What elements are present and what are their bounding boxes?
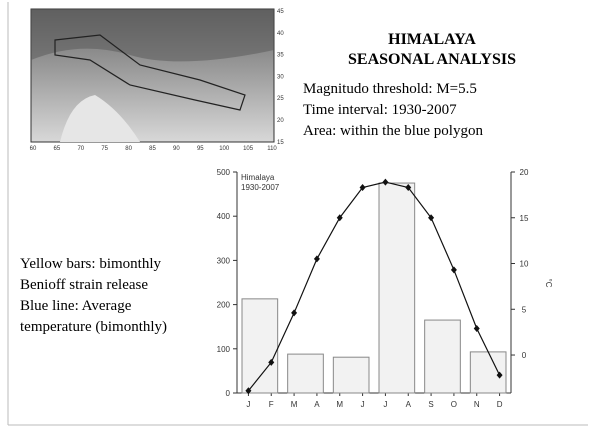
x-tick-label: F — [269, 400, 274, 409]
map-y-label: 25 — [277, 96, 284, 102]
map-x-label: 60 — [30, 146, 37, 152]
x-tick-label: J — [246, 400, 250, 409]
map-x-label: 70 — [77, 146, 84, 152]
map-x-label: 85 — [149, 146, 156, 152]
x-tick-label: N — [474, 400, 480, 409]
slide-subtitle: SEASONAL ANALYSIS — [348, 51, 516, 68]
map-y-label: 30 — [277, 74, 284, 80]
y2-tick-label: 5 — [522, 305, 527, 314]
note-line: Blue line: Average — [20, 298, 132, 314]
bar — [242, 299, 278, 393]
y-tick-label: 0 — [226, 389, 231, 398]
info-line: Magnitudo threshold: M=5.5 — [303, 81, 477, 97]
x-tick-label: M — [336, 400, 343, 409]
bar — [470, 352, 506, 393]
note-line: Yellow bars: bimonthly — [20, 256, 161, 272]
map-y-label: 40 — [277, 31, 284, 37]
chart-annotation: 1930-2007 — [241, 183, 280, 192]
x-tick-label: A — [406, 400, 412, 409]
line-marker — [451, 266, 457, 273]
line-marker — [474, 325, 480, 332]
map-x-label: 105 — [243, 146, 254, 152]
map-y-label: 45 — [277, 9, 284, 15]
y-tick-label: 300 — [217, 256, 231, 265]
bar — [379, 183, 415, 393]
y-tick-label: 200 — [217, 301, 231, 310]
y2-tick-label: 10 — [520, 260, 529, 269]
y-tick-label: 400 — [217, 212, 231, 221]
map-x-label: 75 — [101, 146, 108, 152]
y-tick-label: 500 — [217, 168, 231, 177]
slide-title: HIMALAYA — [388, 31, 476, 48]
y2-axis-label: °C — [544, 279, 553, 288]
x-tick-label: J — [383, 400, 387, 409]
x-tick-label: O — [451, 400, 457, 409]
chart-annotation: Himalaya — [241, 173, 275, 182]
map-x-label: 80 — [125, 146, 132, 152]
line-marker — [291, 309, 297, 316]
line-marker — [314, 255, 320, 262]
map-x-label: 100 — [219, 146, 230, 152]
x-tick-label: J — [361, 400, 365, 409]
x-tick-label: M — [291, 400, 298, 409]
map-x-label: 90 — [173, 146, 180, 152]
bar — [425, 320, 461, 393]
map-y-label: 20 — [277, 118, 284, 124]
map-x-label: 110 — [267, 146, 277, 152]
x-tick-label: S — [428, 400, 433, 409]
x-tick-label: A — [314, 400, 320, 409]
bar — [333, 357, 369, 393]
map-x-label: 95 — [197, 146, 204, 152]
slide: HIMALAYA SEASONAL ANALYSIS Magnitudo thr… — [0, 0, 590, 443]
temperature-line — [248, 182, 499, 391]
note-line: Benioff strain release — [20, 277, 148, 293]
map — [31, 9, 274, 142]
note-line: temperature (bimonthly) — [20, 319, 167, 335]
x-tick-label: D — [497, 400, 503, 409]
info-line: Area: within the blue polygon — [303, 123, 483, 139]
map-y-label: 35 — [277, 53, 284, 59]
bar — [288, 354, 324, 393]
map-y-label: 15 — [277, 140, 284, 146]
page: {"slide": {"title": "HIMALAYA", "subtitl… — [0, 0, 590, 443]
map-x-label: 65 — [54, 146, 61, 152]
y2-tick-label: 15 — [520, 214, 529, 223]
info-line: Time interval: 1930-2007 — [303, 102, 457, 118]
y2-tick-label: 0 — [522, 351, 527, 360]
y2-tick-label: 20 — [520, 168, 529, 177]
y-tick-label: 100 — [217, 345, 231, 354]
